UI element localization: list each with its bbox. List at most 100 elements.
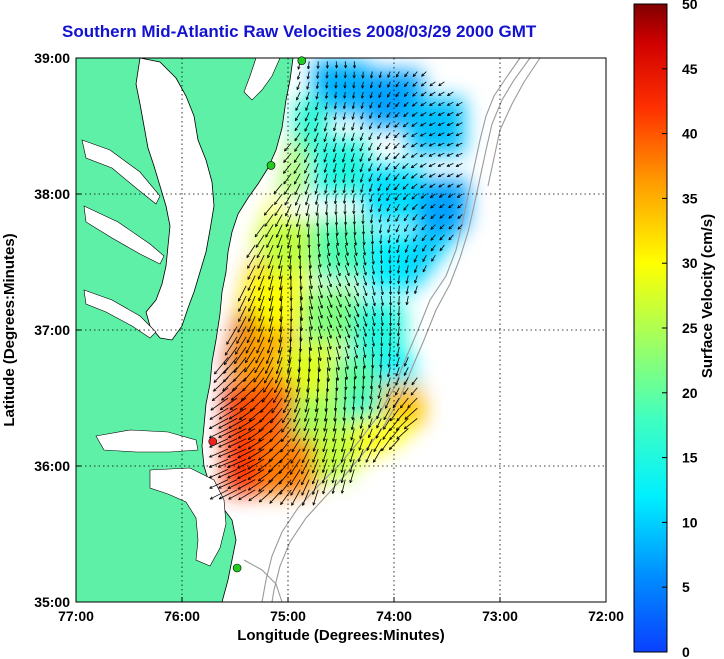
velocity-vector xyxy=(395,101,400,108)
velocity-vector xyxy=(380,336,383,347)
velocity-vector xyxy=(227,448,247,458)
velocity-vector xyxy=(420,112,427,117)
velocity-vector xyxy=(385,397,391,409)
velocity-vector xyxy=(304,122,310,132)
colorbar-tick-label: 5 xyxy=(682,579,690,595)
velocity-vector xyxy=(288,244,292,259)
velocity-vector xyxy=(404,71,409,78)
velocity-vector xyxy=(379,367,382,379)
velocity-vector xyxy=(352,193,355,204)
velocity-vector xyxy=(438,173,445,178)
velocity-vector xyxy=(407,397,418,409)
chart-title: Southern Mid-Atlantic Raw Velocities 200… xyxy=(62,22,537,41)
velocity-vector xyxy=(317,336,322,350)
velocity-vector xyxy=(377,122,382,129)
velocity-vector xyxy=(315,183,319,194)
velocity-vector xyxy=(362,316,367,327)
velocity-vector xyxy=(349,448,355,463)
velocity-vector xyxy=(376,408,382,420)
velocity-vector xyxy=(344,377,347,390)
velocity-vector xyxy=(279,265,283,280)
velocity-vector xyxy=(334,102,337,109)
colorbar xyxy=(633,3,668,653)
velocity-vector xyxy=(412,203,418,210)
velocity-vector xyxy=(234,346,247,365)
velocity-vector xyxy=(335,275,341,287)
velocity-vector xyxy=(412,224,418,232)
velocity-vector xyxy=(283,397,292,414)
velocity-vector xyxy=(284,193,292,206)
velocity-vector xyxy=(439,214,445,219)
velocity-vector xyxy=(342,163,346,173)
velocity-vector xyxy=(353,346,358,359)
velocity-vector xyxy=(362,295,368,307)
velocity-vector xyxy=(301,469,310,486)
velocity-vector xyxy=(219,397,238,411)
velocity-vector xyxy=(376,152,382,161)
velocity-vector xyxy=(304,153,310,163)
velocity-vector xyxy=(422,255,427,262)
velocity-vector xyxy=(293,173,301,185)
velocity-vector xyxy=(456,183,463,188)
velocity-vector xyxy=(361,91,364,99)
velocity-vector xyxy=(258,295,265,312)
velocity-vector xyxy=(353,224,356,236)
velocity-vector xyxy=(326,81,328,89)
velocity-vector xyxy=(395,204,400,212)
velocity-vector xyxy=(341,428,346,442)
x-axis-label: Longitude (Degrees:Minutes) xyxy=(237,627,445,644)
velocity-vector xyxy=(405,255,409,264)
velocity-vector xyxy=(281,407,292,424)
velocity-vector xyxy=(371,255,374,265)
velocity-vector xyxy=(333,142,337,153)
colorbar-label: Surface Velocity (cm/s) xyxy=(699,214,716,378)
velocity-vector xyxy=(358,448,364,462)
velocity-vector xyxy=(297,71,301,80)
velocity-vector xyxy=(397,265,400,274)
velocity-vector xyxy=(439,224,445,230)
velocity-vector xyxy=(237,448,256,459)
x-tick-label: 74:00 xyxy=(376,608,412,624)
velocity-vector xyxy=(351,173,355,183)
velocity-vector xyxy=(373,438,382,452)
velocity-vector xyxy=(326,204,328,216)
velocity-vector xyxy=(398,316,400,326)
velocity-vector xyxy=(218,469,238,478)
velocity-vector xyxy=(430,244,436,252)
velocity-vector xyxy=(368,163,373,172)
velocity-vector xyxy=(308,346,311,362)
velocity-vector xyxy=(266,346,274,364)
velocity-vector xyxy=(395,377,400,386)
velocity-vector xyxy=(394,122,400,128)
velocity-vector xyxy=(383,418,391,430)
velocity-vector xyxy=(381,438,391,452)
velocity-vector xyxy=(404,81,409,87)
velocity-vector xyxy=(368,173,373,182)
velocity-vector xyxy=(307,224,310,238)
velocity-vector xyxy=(326,316,332,329)
velocity-vector xyxy=(404,418,418,430)
velocity-vector xyxy=(210,489,229,500)
velocity-vector xyxy=(380,275,383,285)
velocity-vector xyxy=(297,367,301,383)
velocity-vector xyxy=(429,122,436,126)
velocity-vector xyxy=(369,397,373,410)
velocity-vector xyxy=(430,214,436,219)
velocity-vector xyxy=(446,163,454,167)
velocity-vector xyxy=(218,428,238,438)
velocity-vector xyxy=(421,81,427,87)
velocity-vector xyxy=(366,438,373,451)
velocity-vector xyxy=(335,357,340,371)
velocity-vector xyxy=(209,479,229,489)
velocity-vector xyxy=(258,428,274,442)
velocity-vector xyxy=(411,142,418,148)
velocity-vector xyxy=(317,357,321,372)
velocity-vector xyxy=(351,163,355,173)
velocity-vector xyxy=(360,122,364,130)
velocity-vector xyxy=(455,152,463,157)
velocity-vector xyxy=(412,81,418,87)
velocity-vector xyxy=(412,214,418,221)
velocity-vector xyxy=(238,418,256,430)
velocity-vector xyxy=(403,122,409,128)
